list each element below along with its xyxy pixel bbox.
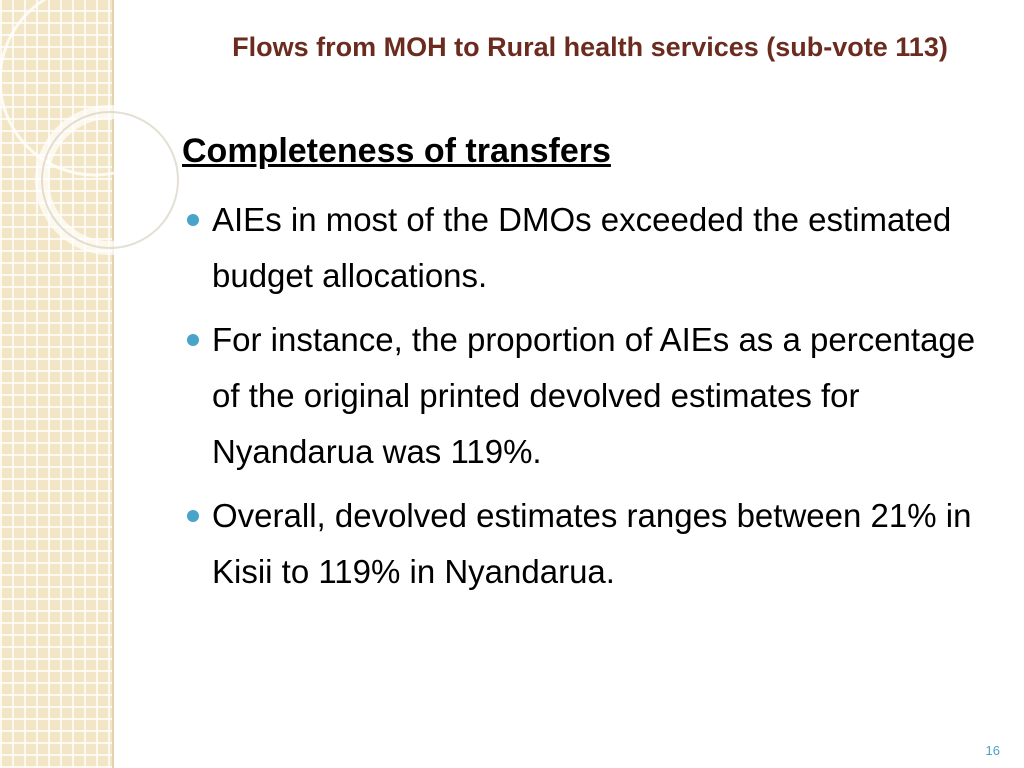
- decorative-circles: [0, 0, 192, 255]
- section-heading: Completeness of transfers: [182, 132, 611, 170]
- bullet: AIEs in most of the DMOs exceeded the es…: [187, 192, 982, 304]
- slide-title: Flows from MOH to Rural health services …: [232, 32, 948, 62]
- bullet: Overall, devolved estimates ranges betwe…: [187, 488, 982, 600]
- bullet-list: AIEs in most of the DMOs exceeded the es…: [187, 192, 982, 608]
- bullet: For instance, the proportion of AIEs as …: [187, 312, 982, 480]
- page-number: 16: [985, 743, 1000, 758]
